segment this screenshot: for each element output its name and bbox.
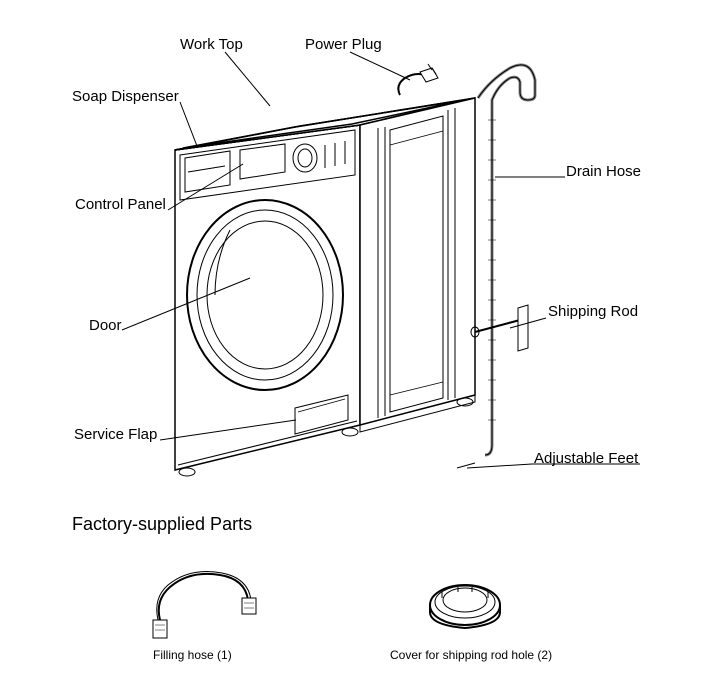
label-control-panel: Control Panel bbox=[75, 196, 166, 213]
section-title: Factory-supplied Parts bbox=[72, 514, 252, 535]
caption-cover: Cover for shipping rod hole (2) bbox=[390, 648, 552, 662]
label-shipping-rod: Shipping Rod bbox=[548, 303, 638, 320]
label-door: Door bbox=[89, 317, 122, 334]
label-adjustable-feet: Adjustable Feet bbox=[534, 450, 638, 467]
caption-filling-hose: Filling hose (1) bbox=[153, 648, 232, 662]
label-work-top: Work Top bbox=[180, 36, 243, 53]
label-service-flap: Service Flap bbox=[74, 426, 157, 443]
label-soap-dispenser: Soap Dispenser bbox=[72, 88, 179, 105]
label-drain-hose: Drain Hose bbox=[566, 163, 641, 180]
label-power-plug: Power Plug bbox=[305, 36, 382, 53]
